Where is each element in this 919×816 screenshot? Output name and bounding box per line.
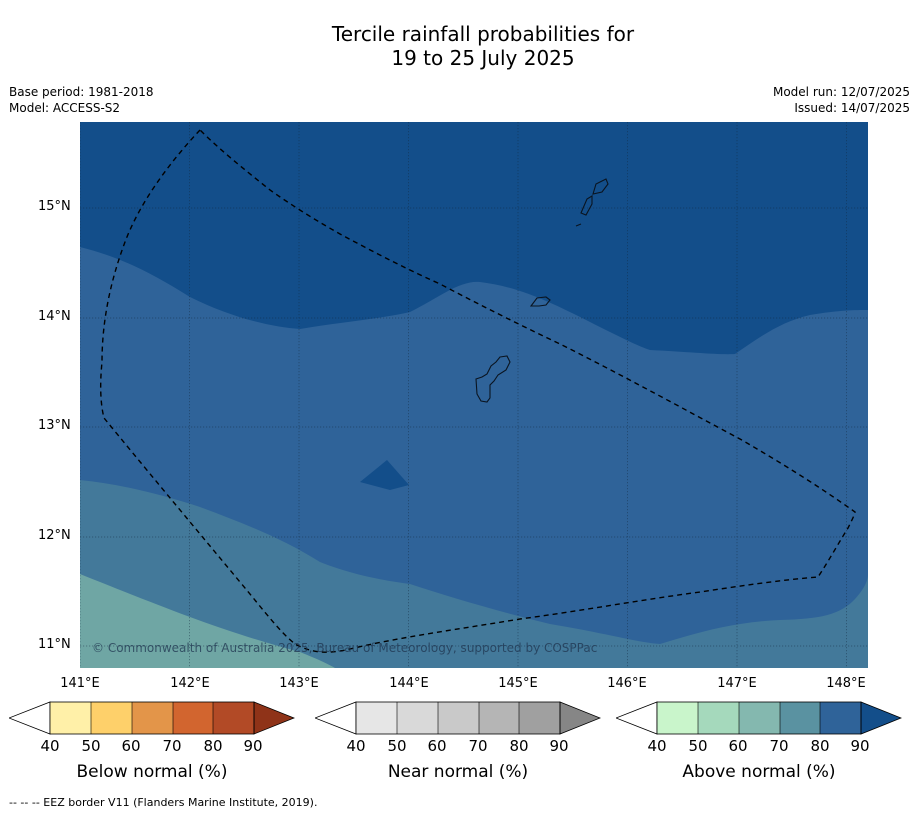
below-tick-40: 40 [40, 737, 60, 755]
meta-left: Base period: 1981-2018 Model: ACCESS-S2 [9, 84, 154, 116]
above-swatch-40 [657, 702, 698, 734]
above-tick-80: 80 [810, 737, 830, 755]
near-outline [355, 701, 561, 735]
near-tick-40: 40 [346, 737, 366, 755]
above-tick-70: 70 [769, 737, 789, 755]
lon-label-146: 146°E [607, 676, 647, 691]
below-normal-colorbar [9, 701, 295, 735]
above-90-blob [360, 460, 409, 490]
above-swatch-60 [739, 702, 780, 734]
above-60-zone [80, 574, 335, 668]
near-tick-50: 50 [387, 737, 407, 755]
lon-label-141: 141°E [60, 676, 100, 691]
above-swatch-70 [780, 702, 820, 734]
below-swatch-40 [50, 702, 91, 734]
near-extend-low [315, 701, 357, 735]
lat-label-14: 14°N [38, 309, 71, 324]
island-tinian [580, 195, 593, 216]
near-tick-60: 60 [427, 737, 447, 755]
meta-right: Model run: 12/07/2025 Issued: 14/07/2025 [773, 84, 910, 116]
above-tick-40: 40 [647, 737, 667, 755]
below-normal-label: Below normal (%) [76, 762, 228, 782]
model-run: Model run: 12/07/2025 [772, 85, 910, 99]
island-rota [529, 296, 551, 307]
above-normal-label: Above normal (%) [682, 762, 836, 782]
near-normal-label: Near normal (%) [387, 762, 529, 782]
below-tick-50: 50 [81, 737, 101, 755]
island-guam [475, 355, 511, 403]
near-normal-colorbar [315, 701, 601, 735]
near-swatch-40 [356, 702, 397, 734]
below-dividers [90, 702, 214, 734]
lon-label-144: 144°E [389, 676, 429, 691]
islands [475, 178, 609, 403]
below-swatch-50 [91, 702, 132, 734]
model-name: Model: ACCESS-S2 [9, 101, 121, 115]
above-extend-low [616, 701, 658, 735]
island-aguijan [575, 223, 582, 227]
above-normal-colorbar [616, 701, 902, 735]
gridlines [80, 122, 868, 668]
issued-date: Issued: 14/07/2025 [794, 101, 910, 115]
below-extend-low [9, 701, 51, 735]
below-swatch-70 [173, 702, 213, 734]
near-tick-80: 80 [509, 737, 529, 755]
near-extend-high [559, 701, 601, 735]
near-tick-70: 70 [468, 737, 488, 755]
above-swatch-50 [698, 702, 739, 734]
above-tick-60: 60 [728, 737, 748, 755]
lon-label-147: 147°E [717, 676, 757, 691]
copyright-text: © Commonwealth of Australia 2025, Bureau… [92, 641, 598, 655]
below-outline [49, 701, 255, 735]
near-dividers [396, 702, 520, 734]
near-swatch-70 [479, 702, 519, 734]
below-swatch-60 [132, 702, 173, 734]
lon-label-143: 143°E [279, 676, 319, 691]
above-tick-50: 50 [688, 737, 708, 755]
lat-label-11: 11°N [38, 637, 71, 652]
above-swatch-80 [820, 702, 861, 734]
above-70-zone [80, 480, 868, 668]
map-svg [80, 122, 868, 668]
above-dividers [697, 702, 821, 734]
above-outline [656, 701, 862, 735]
below-swatch-80 [213, 702, 254, 734]
near-swatch-60 [438, 702, 479, 734]
lat-label-15: 15°N [38, 199, 71, 214]
above-tick-90: 90 [850, 737, 870, 755]
eez-border-note: -- -- -- EEZ border V11 (Flanders Marine… [9, 796, 318, 809]
title-line-1: Tercile rainfall probabilities for [331, 22, 635, 46]
island-saipan [592, 178, 609, 195]
below-tick-60: 60 [121, 737, 141, 755]
below-tick-90: 90 [243, 737, 263, 755]
below-tick-70: 70 [162, 737, 182, 755]
below-extend-high [253, 701, 295, 735]
base-period: Base period: 1981-2018 [9, 85, 154, 99]
map-title: Tercile rainfall probabilities for 19 to… [0, 22, 919, 70]
probability-map [80, 122, 868, 668]
near-tick-90: 90 [549, 737, 569, 755]
title-line-2: 19 to 25 July 2025 [391, 46, 575, 70]
lon-label-148: 148°E [826, 676, 866, 691]
lat-label-13: 13°N [38, 418, 71, 433]
near-swatch-80 [519, 702, 560, 734]
near-swatch-50 [397, 702, 438, 734]
above-extend-high [860, 701, 902, 735]
below-tick-80: 80 [203, 737, 223, 755]
lon-label-145: 145°E [498, 676, 538, 691]
lon-label-142: 142°E [170, 676, 210, 691]
lat-label-12: 12°N [38, 528, 71, 543]
